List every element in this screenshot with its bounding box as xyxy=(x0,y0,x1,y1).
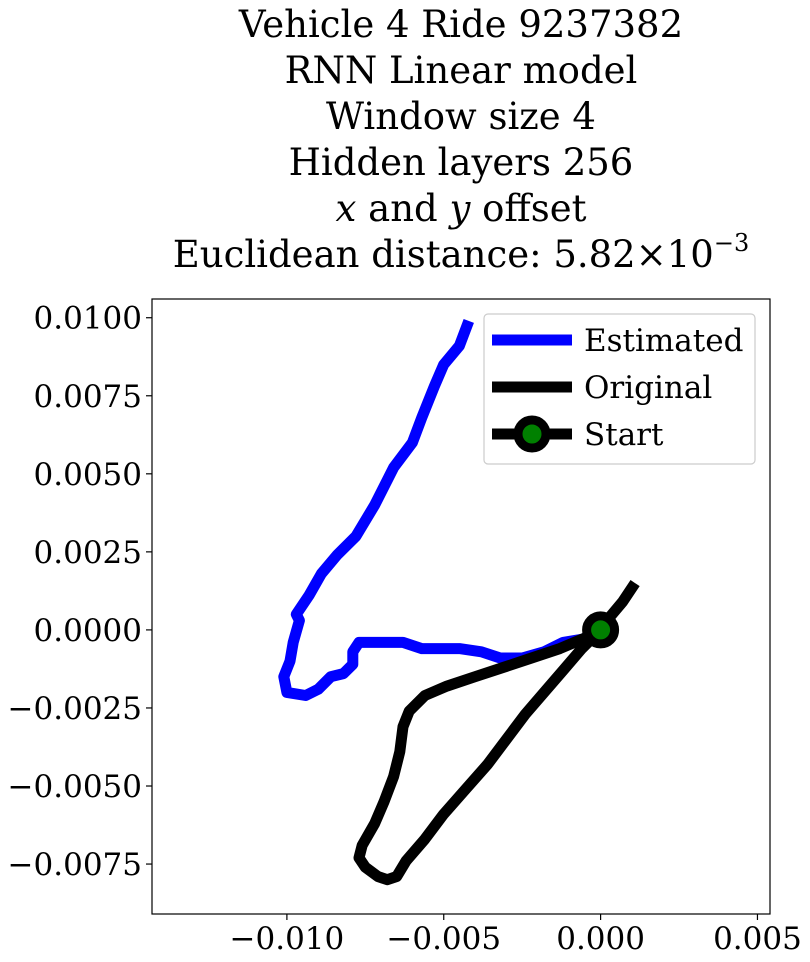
title-y-symbol: y xyxy=(449,187,471,230)
y-tick-label: −0.0050 xyxy=(8,769,142,805)
legend: Estimated Original Start xyxy=(483,313,756,465)
title-offset-word: offset xyxy=(482,187,587,230)
title-line-2: RNN Linear model xyxy=(284,49,638,92)
title-line-4: Hidden layers 256 xyxy=(288,141,634,184)
y-tick-label: 0.0100 xyxy=(34,301,142,337)
x-tick-label: −0.005 xyxy=(386,921,501,957)
y-tick-label: 0.0000 xyxy=(34,613,142,649)
axes-ticks: −0.010 −0.005 0.000 0.005 0.0100 0.0075 0.0050… xyxy=(8,301,802,957)
title-distance-base: 10 xyxy=(666,233,714,276)
x-tick-label: 0.000 xyxy=(556,921,645,957)
legend-box xyxy=(483,313,756,465)
title-line-3: Window size 4 xyxy=(326,95,596,138)
legend-label-estimated: Estimated xyxy=(584,323,743,359)
title-and-word: and xyxy=(368,187,438,230)
chart-title: Vehicle 4 Ride 9237382 RNN Linear model … xyxy=(0,2,810,278)
y-tick-label: 0.0025 xyxy=(34,535,142,571)
legend-start-marker xyxy=(513,415,551,453)
y-tick-label: 0.0050 xyxy=(34,457,142,493)
x-tick-label: −0.010 xyxy=(230,921,345,957)
y-tick-label: −0.0025 xyxy=(8,691,142,727)
title-distance-exponent: −3 xyxy=(713,229,750,257)
series-layer xyxy=(278,318,640,886)
title-line-1: Vehicle 4 Ride 9237382 xyxy=(238,3,684,46)
title-distance-mantissa: 5.82 xyxy=(553,233,636,276)
title-line-distance: Euclidean distance: 5.82×10−3 xyxy=(0,229,810,278)
title-distance-times: × xyxy=(635,233,667,276)
title-x-symbol: x xyxy=(335,187,357,230)
legend-label-original: Original xyxy=(584,370,712,406)
legend-label-start: Start xyxy=(584,417,664,453)
estimated-line xyxy=(278,318,610,701)
y-tick-label: −0.0075 xyxy=(8,847,142,883)
original-line xyxy=(353,580,640,886)
x-tick-label: 0.005 xyxy=(713,921,802,957)
title-line-offset: x and y offset xyxy=(0,186,810,232)
title-distance-prefix: Euclidean distance: xyxy=(172,233,542,276)
axes-frame xyxy=(151,298,771,915)
y-tick-label: 0.0075 xyxy=(34,379,142,415)
start-marker xyxy=(582,611,620,649)
